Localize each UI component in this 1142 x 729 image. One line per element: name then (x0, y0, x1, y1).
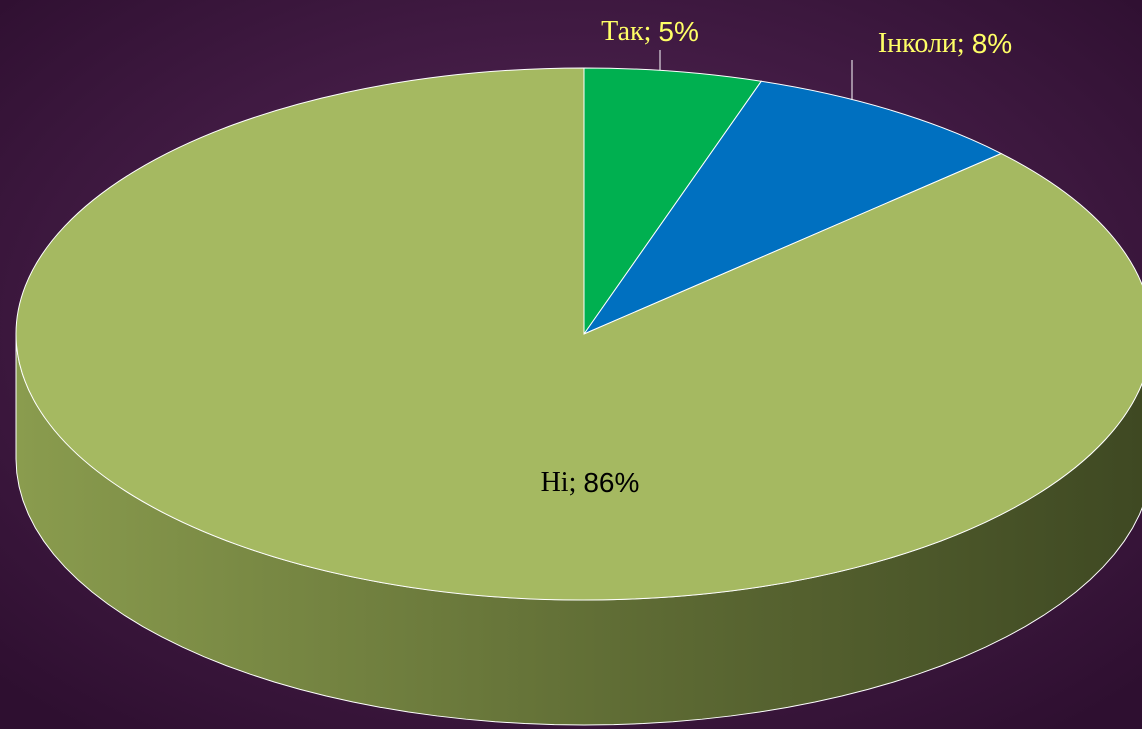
value-label: 86% (583, 467, 639, 498)
data-label: Інколи; 8% (878, 28, 1012, 59)
data-label: Так; 5% (601, 16, 699, 47)
slice (583, 67, 763, 336)
slice (15, 67, 1142, 601)
slice (582, 80, 1003, 336)
data-label: Ні; 86% (541, 467, 640, 498)
label-separator: ; (569, 467, 584, 498)
category-label: Так (601, 16, 644, 47)
value-label: 5% (658, 16, 698, 47)
label-separator: ; (957, 28, 972, 59)
label-separator: ; (644, 16, 659, 47)
category-label: Ні (541, 467, 569, 498)
category-label: Інколи (878, 28, 957, 59)
value-label: 8% (972, 28, 1012, 59)
